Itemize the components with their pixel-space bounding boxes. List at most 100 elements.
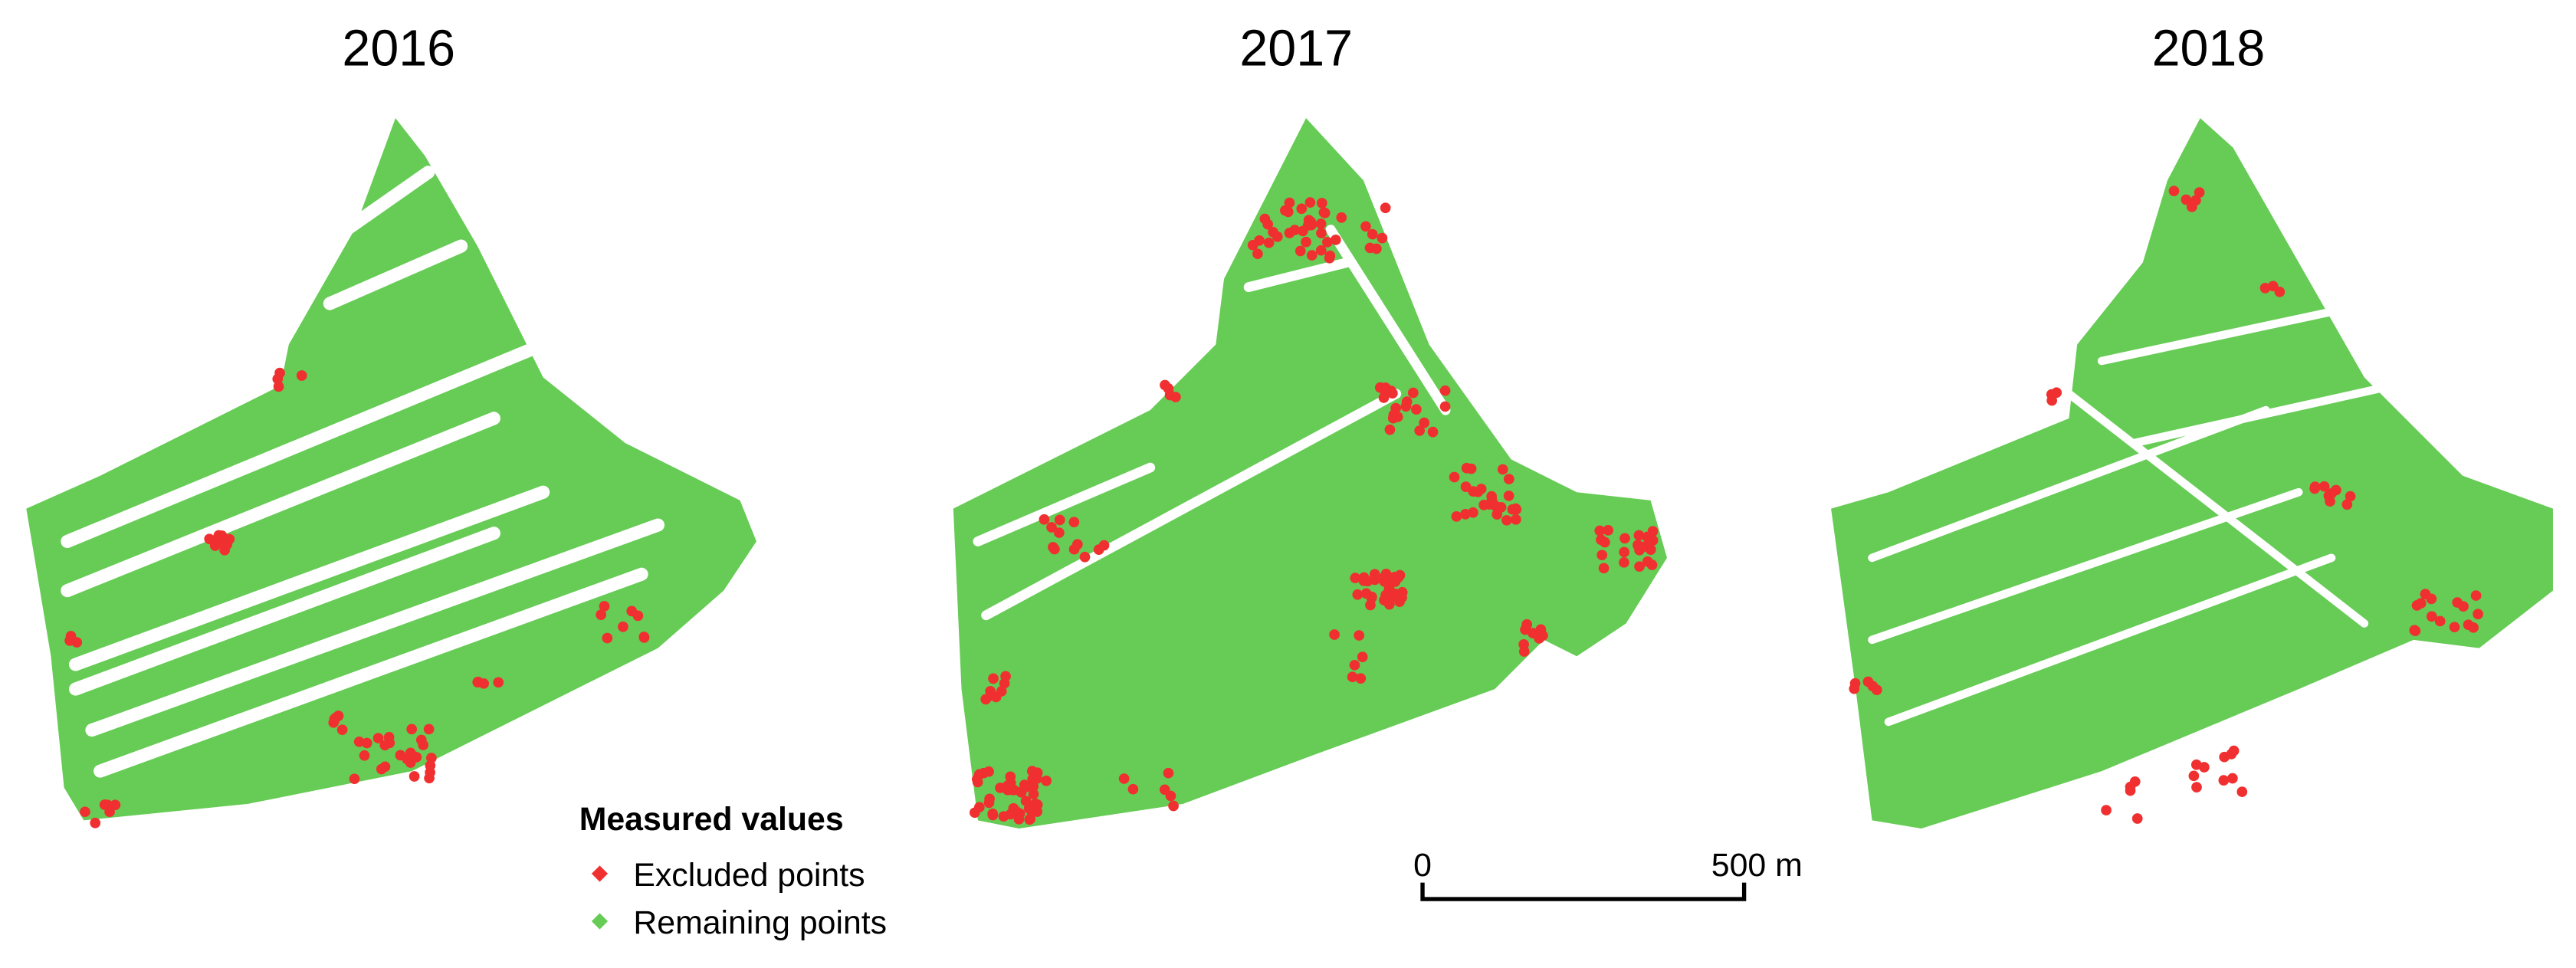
excluded-point [2046,389,2057,400]
excluded-point [1392,412,1403,422]
excluded-point [80,806,90,818]
excluded-point [983,766,994,777]
excluded-point [1319,208,1331,218]
excluded-point [1619,533,1630,544]
excluded-point [102,799,113,811]
excluded-point [1647,526,1659,537]
excluded-point [1646,559,1658,570]
excluded-point [1501,514,1512,526]
excluded-point [1377,232,1388,244]
excluded-point [596,609,607,620]
excluded-point [996,686,1007,697]
excluded-point [1054,527,1065,538]
excluded-point [2473,609,2483,620]
excluded-point [1849,683,1860,694]
excluded-point [632,610,644,622]
excluded-point [1127,783,1139,795]
excluded-point [1028,789,1039,799]
excluded-point [1280,205,1291,216]
excluded-point [406,724,418,735]
excluded-point [1603,525,1613,536]
excluded-point [1407,387,1419,399]
excluded-point [1306,250,1318,261]
excluded-point [1268,227,1278,238]
excluded-point [1118,773,1130,784]
excluded-point [2409,625,2420,636]
excluded-point [1028,781,1039,792]
excluded-point [1254,235,1265,246]
excluded-point [1322,237,1333,248]
excluded-point [2309,483,2320,494]
excluded-point [2463,619,2474,631]
excluded-point [90,817,101,829]
excluded-point [1600,537,1610,548]
excluded-point [2415,598,2427,609]
scale-bar: 0 500 m [1413,847,1803,901]
excluded-point [423,724,435,735]
excluded-point [1008,802,1019,814]
excluded-point [2186,202,2197,212]
excluded-point [1026,766,1038,776]
excluded-point [1354,630,1365,641]
excluded-point [1594,525,1606,537]
field [1831,118,2553,829]
excluded-point [1284,197,1295,208]
excluded-point [2274,286,2286,297]
excluded-point [1295,245,1306,257]
excluded-point [2325,496,2335,507]
excluded-point [1164,389,1176,401]
excluded-point [1633,540,1643,550]
excluded-point [618,621,628,632]
gaps [973,225,1451,621]
panel-title: 2017 [1239,21,1353,77]
excluded-point [2101,805,2112,815]
excluded-point [110,799,121,811]
excluded-point [1263,237,1275,248]
excluded-point [1439,401,1451,412]
panel-title: 2018 [2152,21,2266,77]
excluded-point [1168,800,1179,812]
excluded-point [1030,798,1042,809]
excluded-point [1160,379,1170,391]
excluded-point [1316,198,1327,208]
excluded-point [1460,509,1471,520]
excluded-point [1079,551,1091,563]
excluded-point [969,807,980,819]
excluded-point [372,733,384,743]
excluded-point [1468,486,1479,497]
excluded-point [1304,197,1316,208]
excluded-point [395,750,406,761]
excluded-point [1357,651,1368,662]
excluded-point [1041,775,1052,786]
excluded-point [1068,517,1080,528]
excluded-point [1367,228,1378,240]
excluded-point [2125,781,2136,792]
gaps [1868,307,2434,727]
excluded-point [1364,242,1376,254]
legend: Measured values Excluded points Remainin… [579,801,887,941]
excluded-point [336,724,348,736]
gaps [61,166,665,778]
excluded-point [328,717,340,728]
excluded-point [984,793,995,805]
excluded-point [2190,759,2202,770]
excluded-point [1598,563,1610,574]
excluded-point [1378,392,1390,403]
excluded-point [1360,221,1371,232]
excluded-point [1633,530,1645,541]
excluded-point [1054,514,1065,526]
excluded-point [2449,622,2460,633]
excluded-point [1046,522,1057,533]
excluded-point [1383,582,1395,593]
excluded-point [1350,573,1361,584]
scale-line [1420,882,1747,901]
excluded-point [64,635,75,646]
excluded-point [2191,782,2202,792]
excluded-point [296,370,307,381]
excluded-point [2181,194,2192,205]
excluded-point [1419,417,1430,428]
excluded-point [1163,767,1174,779]
field [953,118,1667,829]
excluded-point [2218,775,2230,786]
